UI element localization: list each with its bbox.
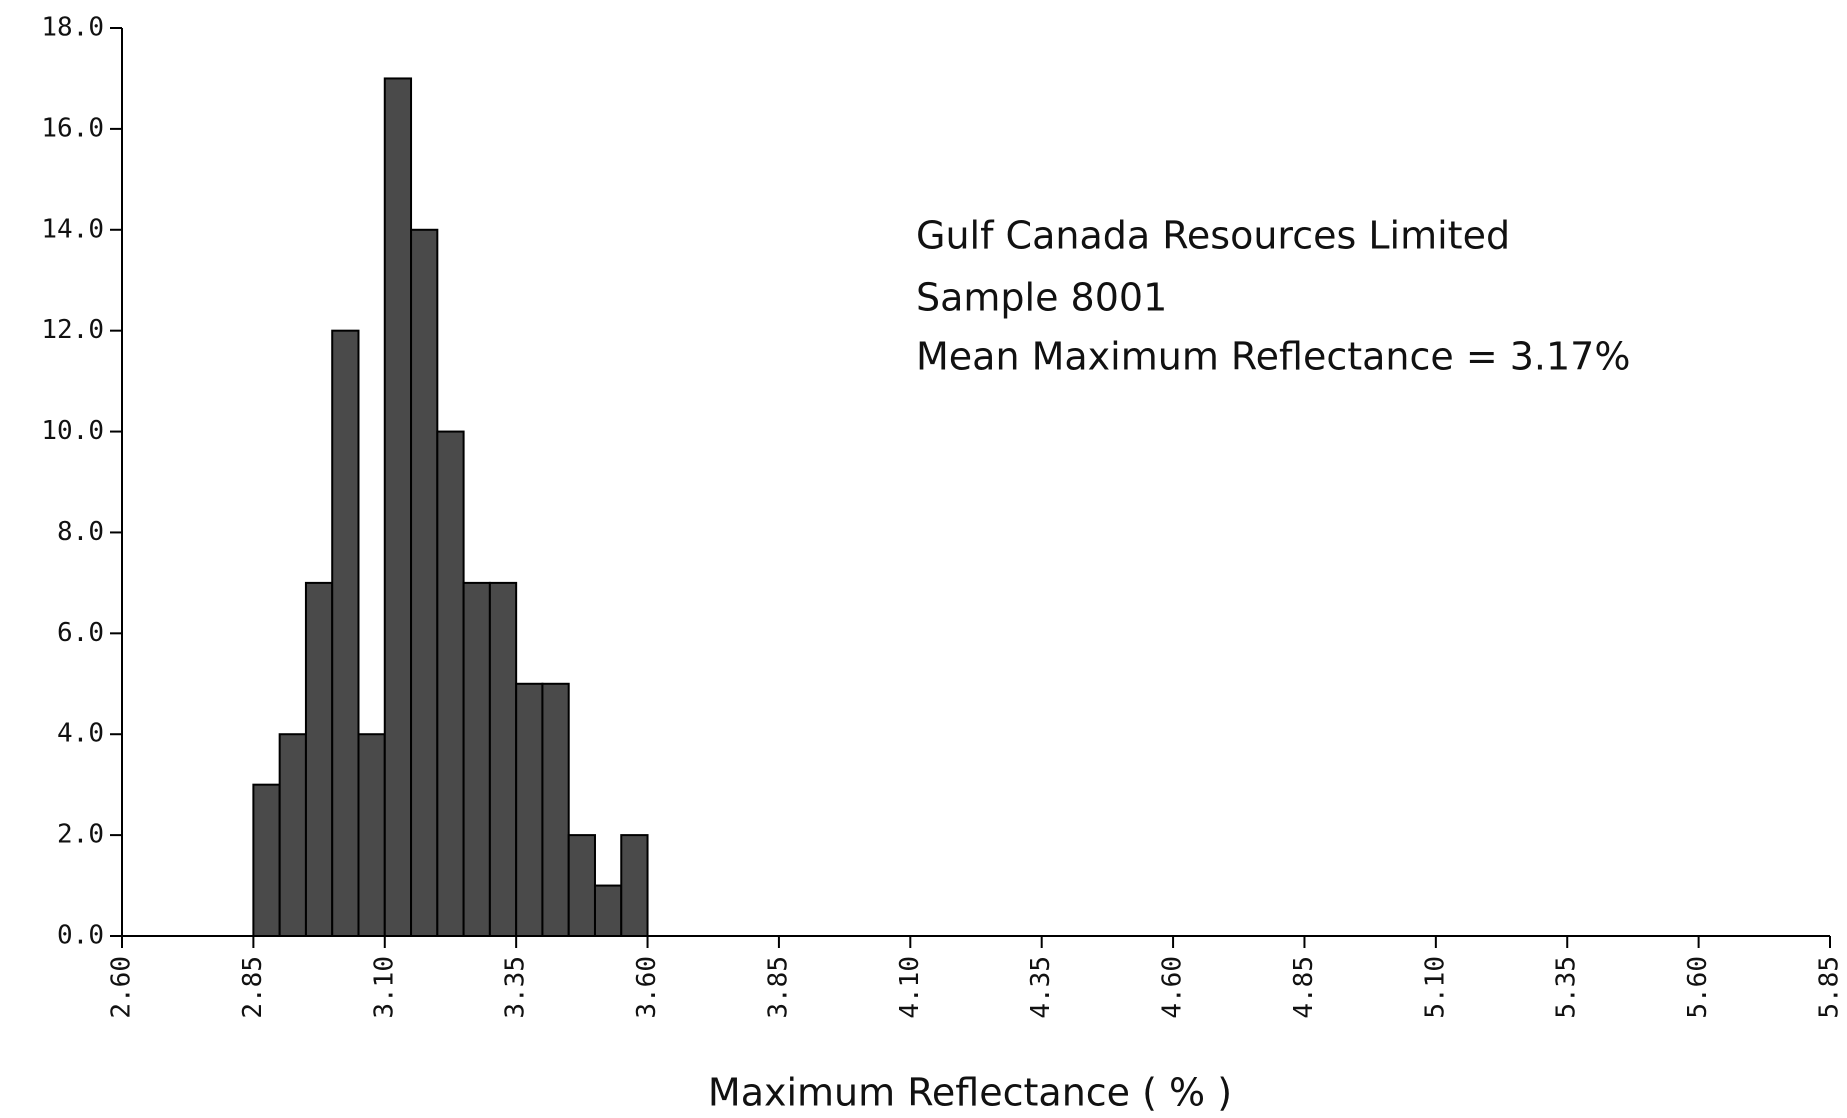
x-axis-label: Maximum Reflectance ( % ) xyxy=(708,1071,1232,1115)
x-tick-label: 2.60 xyxy=(107,956,137,1019)
bar xyxy=(252,783,281,938)
x-tick-label: 5.35 xyxy=(1552,956,1582,1019)
bar xyxy=(462,581,491,938)
x-tick-label: 3.35 xyxy=(501,956,531,1019)
y-tick-label: 0.0 xyxy=(57,921,104,951)
x-tick-label: 3.60 xyxy=(632,956,662,1019)
x-tick-label: 5.60 xyxy=(1683,956,1713,1019)
bar xyxy=(567,834,596,937)
y-tick-label: 8.0 xyxy=(57,517,104,547)
x-tick-label: 4.10 xyxy=(895,956,925,1019)
x-tick-label: 2.85 xyxy=(238,956,268,1019)
y-tick-label: 2.0 xyxy=(57,820,104,850)
annotation: Mean Maximum Reflectance = 3.17% xyxy=(916,335,1630,379)
x-tick-label: 4.35 xyxy=(1026,956,1056,1019)
x-tick-label: 4.85 xyxy=(1289,956,1319,1019)
y-tick-label: 18.0 xyxy=(41,13,104,43)
bar xyxy=(331,329,360,937)
annotation: Gulf Canada Resources Limited xyxy=(916,214,1510,258)
bar xyxy=(488,581,518,938)
x-tick-label: 5.10 xyxy=(1420,956,1450,1019)
bar xyxy=(436,430,465,937)
y-tick-label: 10.0 xyxy=(41,416,104,446)
y-tick-label: 14.0 xyxy=(41,214,104,244)
annotation: Sample 8001 xyxy=(916,276,1167,320)
y-tick-label: 12.0 xyxy=(41,315,104,345)
bar xyxy=(357,733,386,937)
y-tick-label: 6.0 xyxy=(57,618,104,648)
bar xyxy=(410,228,439,937)
bar xyxy=(620,834,649,937)
bar xyxy=(278,733,307,937)
y-tick-label: 16.0 xyxy=(41,113,104,143)
x-tick-label: 3.85 xyxy=(763,956,793,1019)
x-tick-label: 4.60 xyxy=(1158,956,1188,1019)
bar xyxy=(593,884,623,937)
bar xyxy=(541,682,570,937)
x-tick-label: 3.10 xyxy=(369,956,399,1019)
bar xyxy=(383,77,413,937)
x-tick-label: 5.85 xyxy=(1815,956,1845,1019)
bar xyxy=(304,581,334,938)
bar xyxy=(515,682,544,937)
y-tick-label: 4.0 xyxy=(57,719,104,749)
